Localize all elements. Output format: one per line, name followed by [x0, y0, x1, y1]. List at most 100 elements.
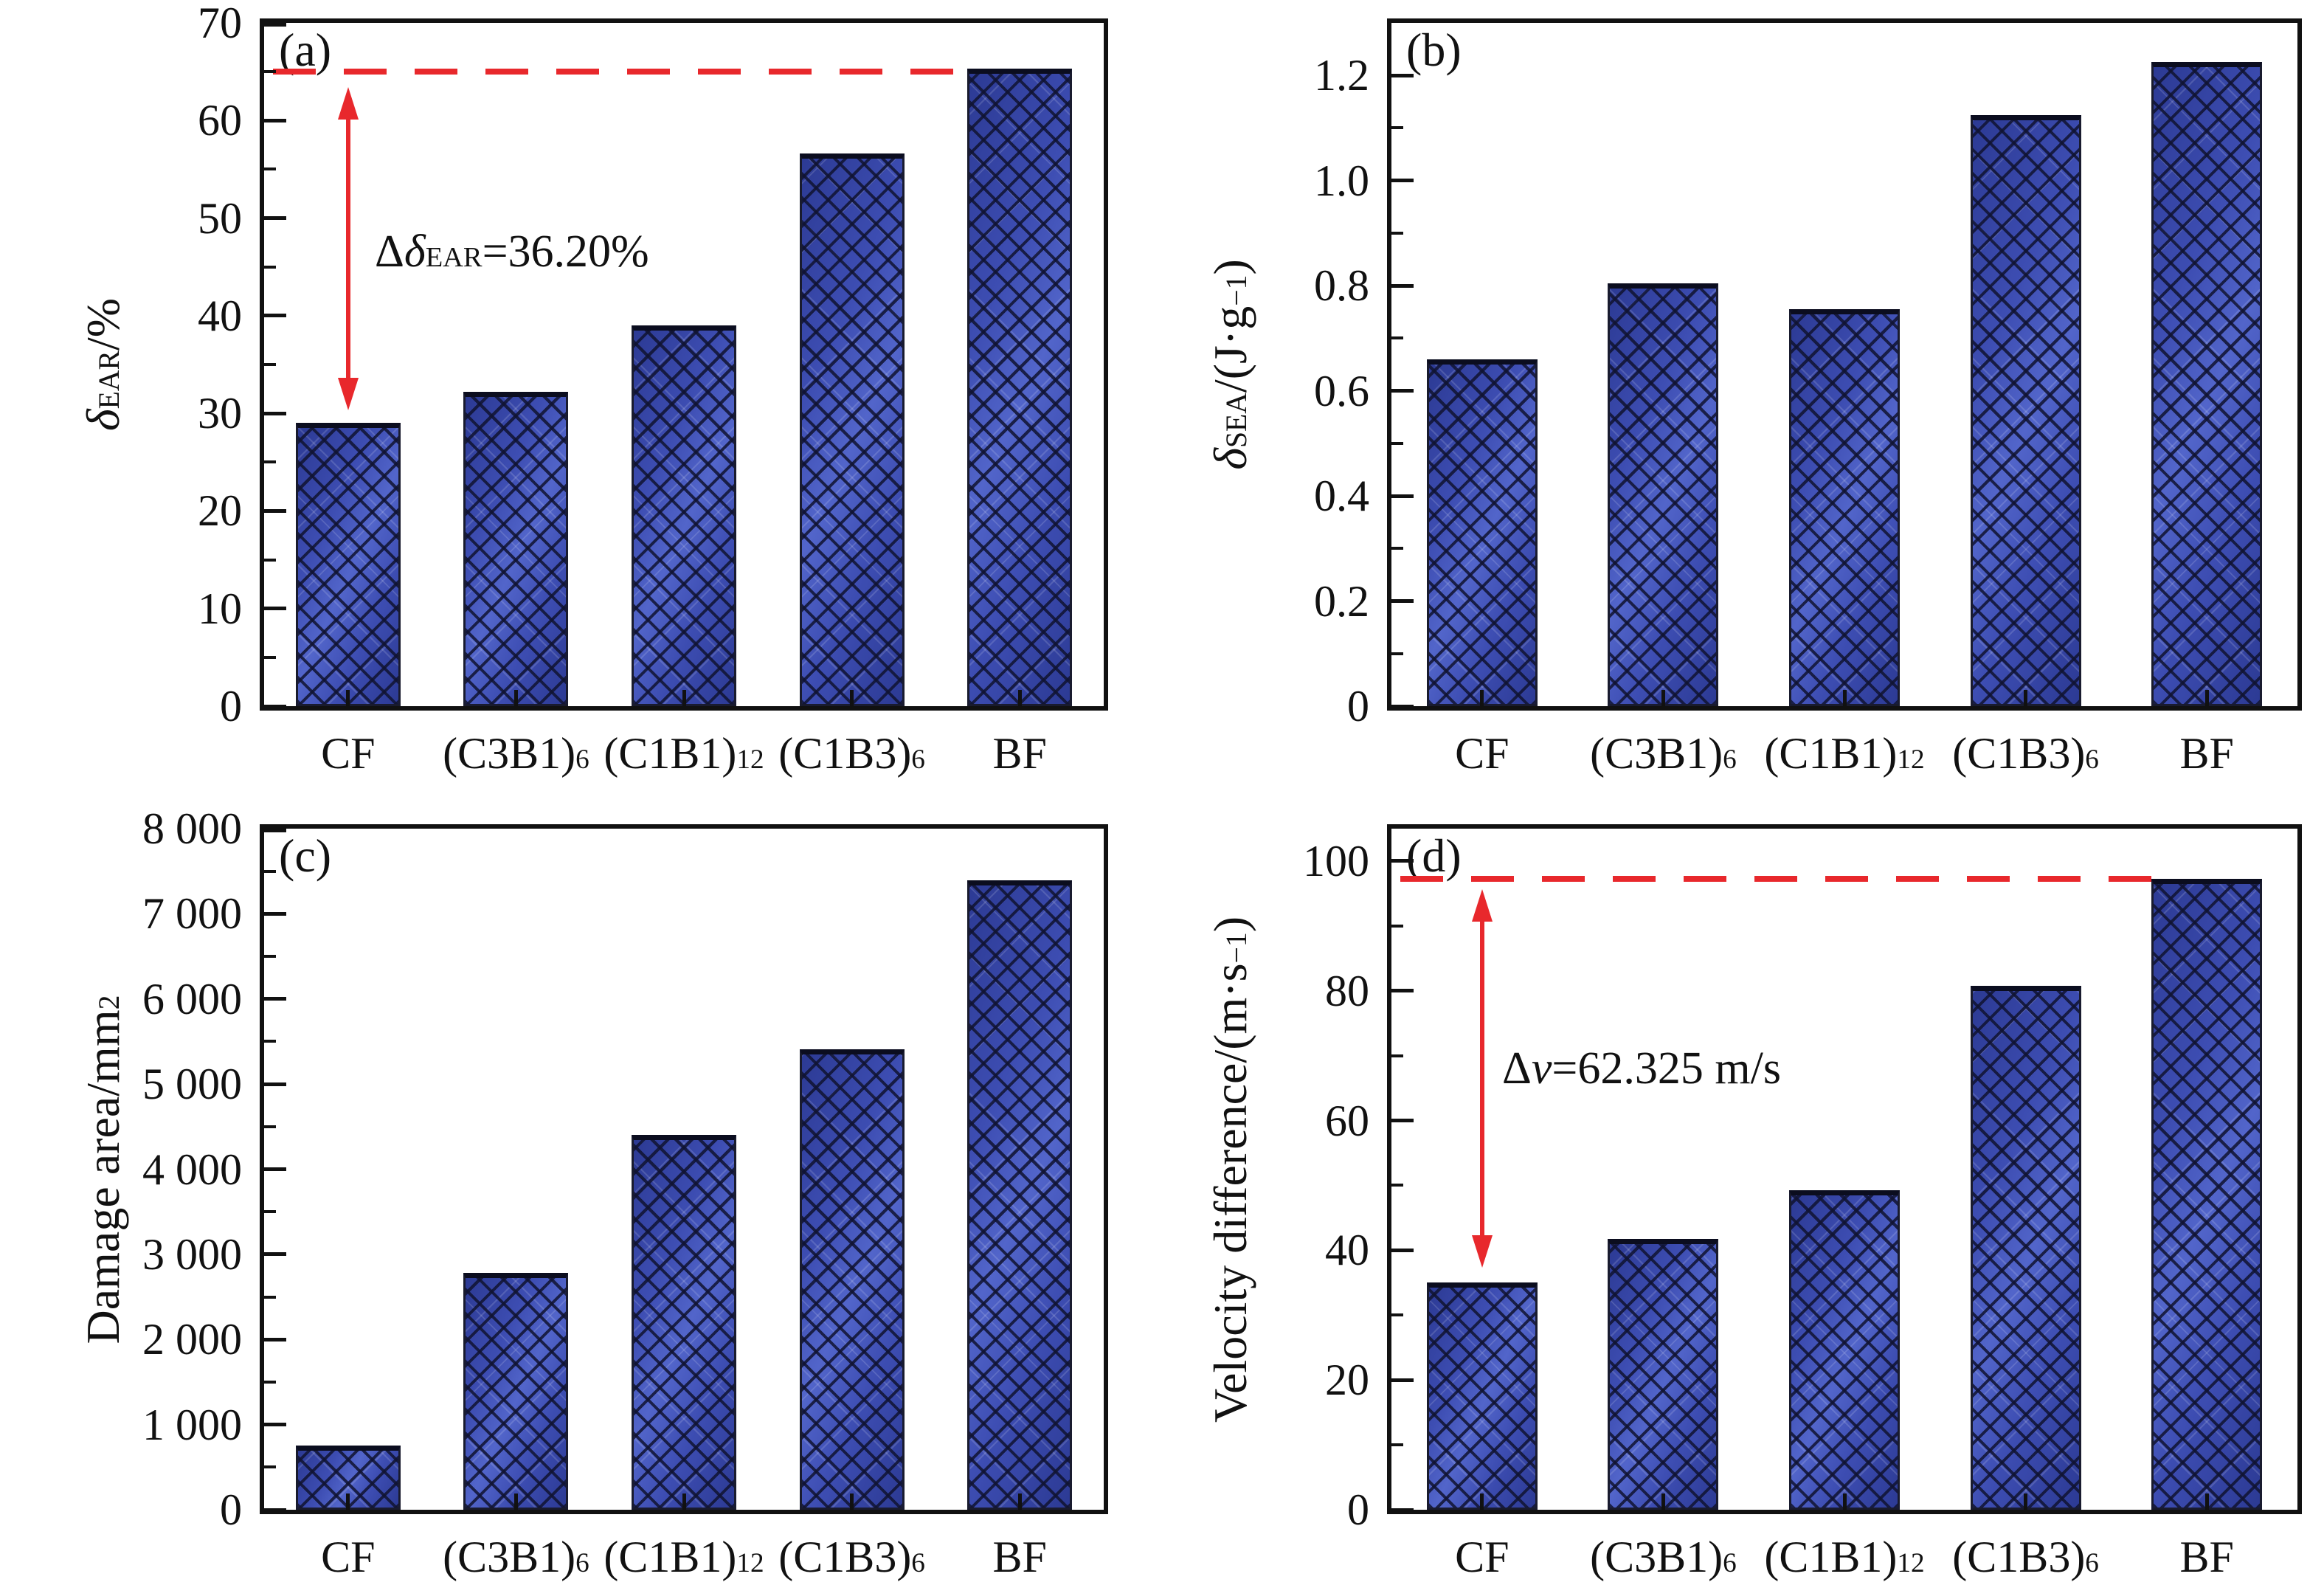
difference-annotation: Δv=62.325 m/s	[1502, 1043, 1781, 1094]
y-tick-label: 2 000	[142, 1315, 242, 1364]
x-category-label: (C3B1)6	[1590, 729, 1737, 778]
bar-c1b112	[1789, 1189, 1900, 1510]
y-major-tick	[264, 997, 286, 1001]
bar-c1b36	[1970, 985, 2081, 1510]
y-axis-title: Damage area/mm2	[77, 995, 129, 1344]
y-tick-label: 0.4	[1314, 472, 1369, 521]
x-category-label: (C3B1)6	[443, 1533, 589, 1581]
x-category-tick	[850, 1494, 854, 1510]
x-category-label: BF	[2179, 729, 2234, 778]
y-minor-tick	[264, 1125, 276, 1128]
x-category-tick	[2204, 1494, 2209, 1510]
y-tick-label: 20	[198, 486, 242, 536]
y-minor-tick	[1391, 924, 1403, 928]
y-major-tick	[264, 1337, 286, 1341]
y-tick-label: 8 000	[142, 804, 242, 853]
bar-cf	[1426, 1282, 1538, 1510]
y-minor-tick	[264, 558, 276, 562]
y-major-tick	[264, 829, 286, 832]
x-category-label: (C1B3)6	[1952, 1533, 2099, 1581]
panel-letter: (a)	[279, 24, 332, 76]
y-major-tick	[1391, 1378, 1414, 1382]
plot-area: (c)	[260, 824, 1108, 1514]
y-minor-tick	[264, 1210, 276, 1214]
x-category-label: BF	[992, 729, 1047, 778]
y-major-tick	[1391, 1508, 1414, 1512]
y-major-tick	[264, 411, 286, 415]
y-tick-label: 10	[198, 584, 242, 633]
x-category-label: (C1B3)6	[778, 1533, 925, 1581]
y-tick-label: 80	[1325, 966, 1369, 1015]
bar-c1b36	[799, 1049, 905, 1510]
x-category-label: (C1B3)6	[778, 729, 925, 778]
difference-annotation: ΔδEAR=36.20%	[375, 226, 649, 277]
bar-cf	[295, 1446, 401, 1510]
x-category-label: (C1B3)6	[1952, 729, 2099, 778]
y-minor-tick	[264, 363, 276, 366]
y-major-tick	[1391, 1248, 1414, 1252]
y-major-tick	[264, 911, 286, 916]
y-major-tick	[264, 1508, 286, 1512]
y-tick-label: 1.2	[1314, 51, 1369, 100]
y-minor-tick	[1391, 336, 1403, 340]
y-major-tick	[264, 23, 286, 27]
y-major-tick	[1391, 283, 1414, 288]
y-minor-tick	[1391, 231, 1403, 235]
y-minor-tick	[264, 655, 276, 659]
y-minor-tick	[264, 1380, 276, 1384]
y-major-tick	[264, 1423, 286, 1427]
x-category-tick	[1661, 1494, 1665, 1510]
x-category-tick	[2204, 690, 2209, 706]
x-category-tick	[682, 1494, 686, 1510]
y-major-tick	[1391, 1119, 1414, 1123]
bar-bf	[967, 880, 1073, 1510]
x-category-label: CF	[321, 1533, 376, 1581]
x-category-tick	[346, 690, 350, 706]
bar-cf	[1426, 359, 1538, 706]
y-minor-tick	[264, 1465, 276, 1469]
x-category-tick	[2024, 690, 2028, 706]
bar-c3b16	[463, 392, 569, 706]
y-minor-tick	[1391, 652, 1403, 655]
bar-bf	[2151, 62, 2263, 706]
y-major-tick	[264, 118, 286, 122]
x-category-label: (C1B1)12	[604, 1533, 764, 1581]
bar-bf	[967, 69, 1073, 706]
arrow-head-down	[337, 377, 359, 410]
y-major-tick	[264, 1167, 286, 1171]
x-category-tick	[1017, 690, 1022, 706]
y-tick-label: 1 000	[142, 1400, 242, 1449]
y-major-tick	[264, 607, 286, 611]
y-major-tick	[1391, 73, 1414, 77]
y-tick-label: 60	[198, 96, 242, 145]
y-tick-label: 60	[1325, 1096, 1369, 1145]
y-major-tick	[264, 1082, 286, 1086]
y-minor-tick	[1391, 1184, 1403, 1187]
x-category-tick	[346, 1494, 350, 1510]
y-axis-title: δSEA/(J·g−1)	[1204, 259, 1256, 470]
y-minor-tick	[1391, 1443, 1403, 1447]
panel-letter: (d)	[1406, 829, 1462, 882]
bar-c3b16	[1608, 1238, 1719, 1510]
y-tick-label: 7 000	[142, 889, 242, 939]
x-category-label: CF	[1455, 1533, 1509, 1581]
x-category-label: (C3B1)6	[1590, 1533, 1737, 1581]
arrow-head-up	[337, 86, 359, 120]
arrow-head-down	[1471, 1235, 1493, 1268]
x-category-label: (C1B1)12	[1764, 729, 1925, 778]
y-major-tick	[1391, 179, 1414, 183]
y-minor-tick	[264, 1295, 276, 1299]
bar-c1b112	[1789, 309, 1900, 706]
y-tick-label: 0.6	[1314, 366, 1369, 415]
y-minor-tick	[264, 869, 276, 873]
x-category-label: (C1B1)12	[604, 729, 764, 778]
y-major-tick	[1391, 389, 1414, 393]
y-minor-tick	[264, 460, 276, 464]
y-tick-label: 40	[1325, 1226, 1369, 1275]
plot-area: (a) ΔδEAR=36.20%	[260, 18, 1108, 711]
x-category-tick	[1842, 690, 1847, 706]
